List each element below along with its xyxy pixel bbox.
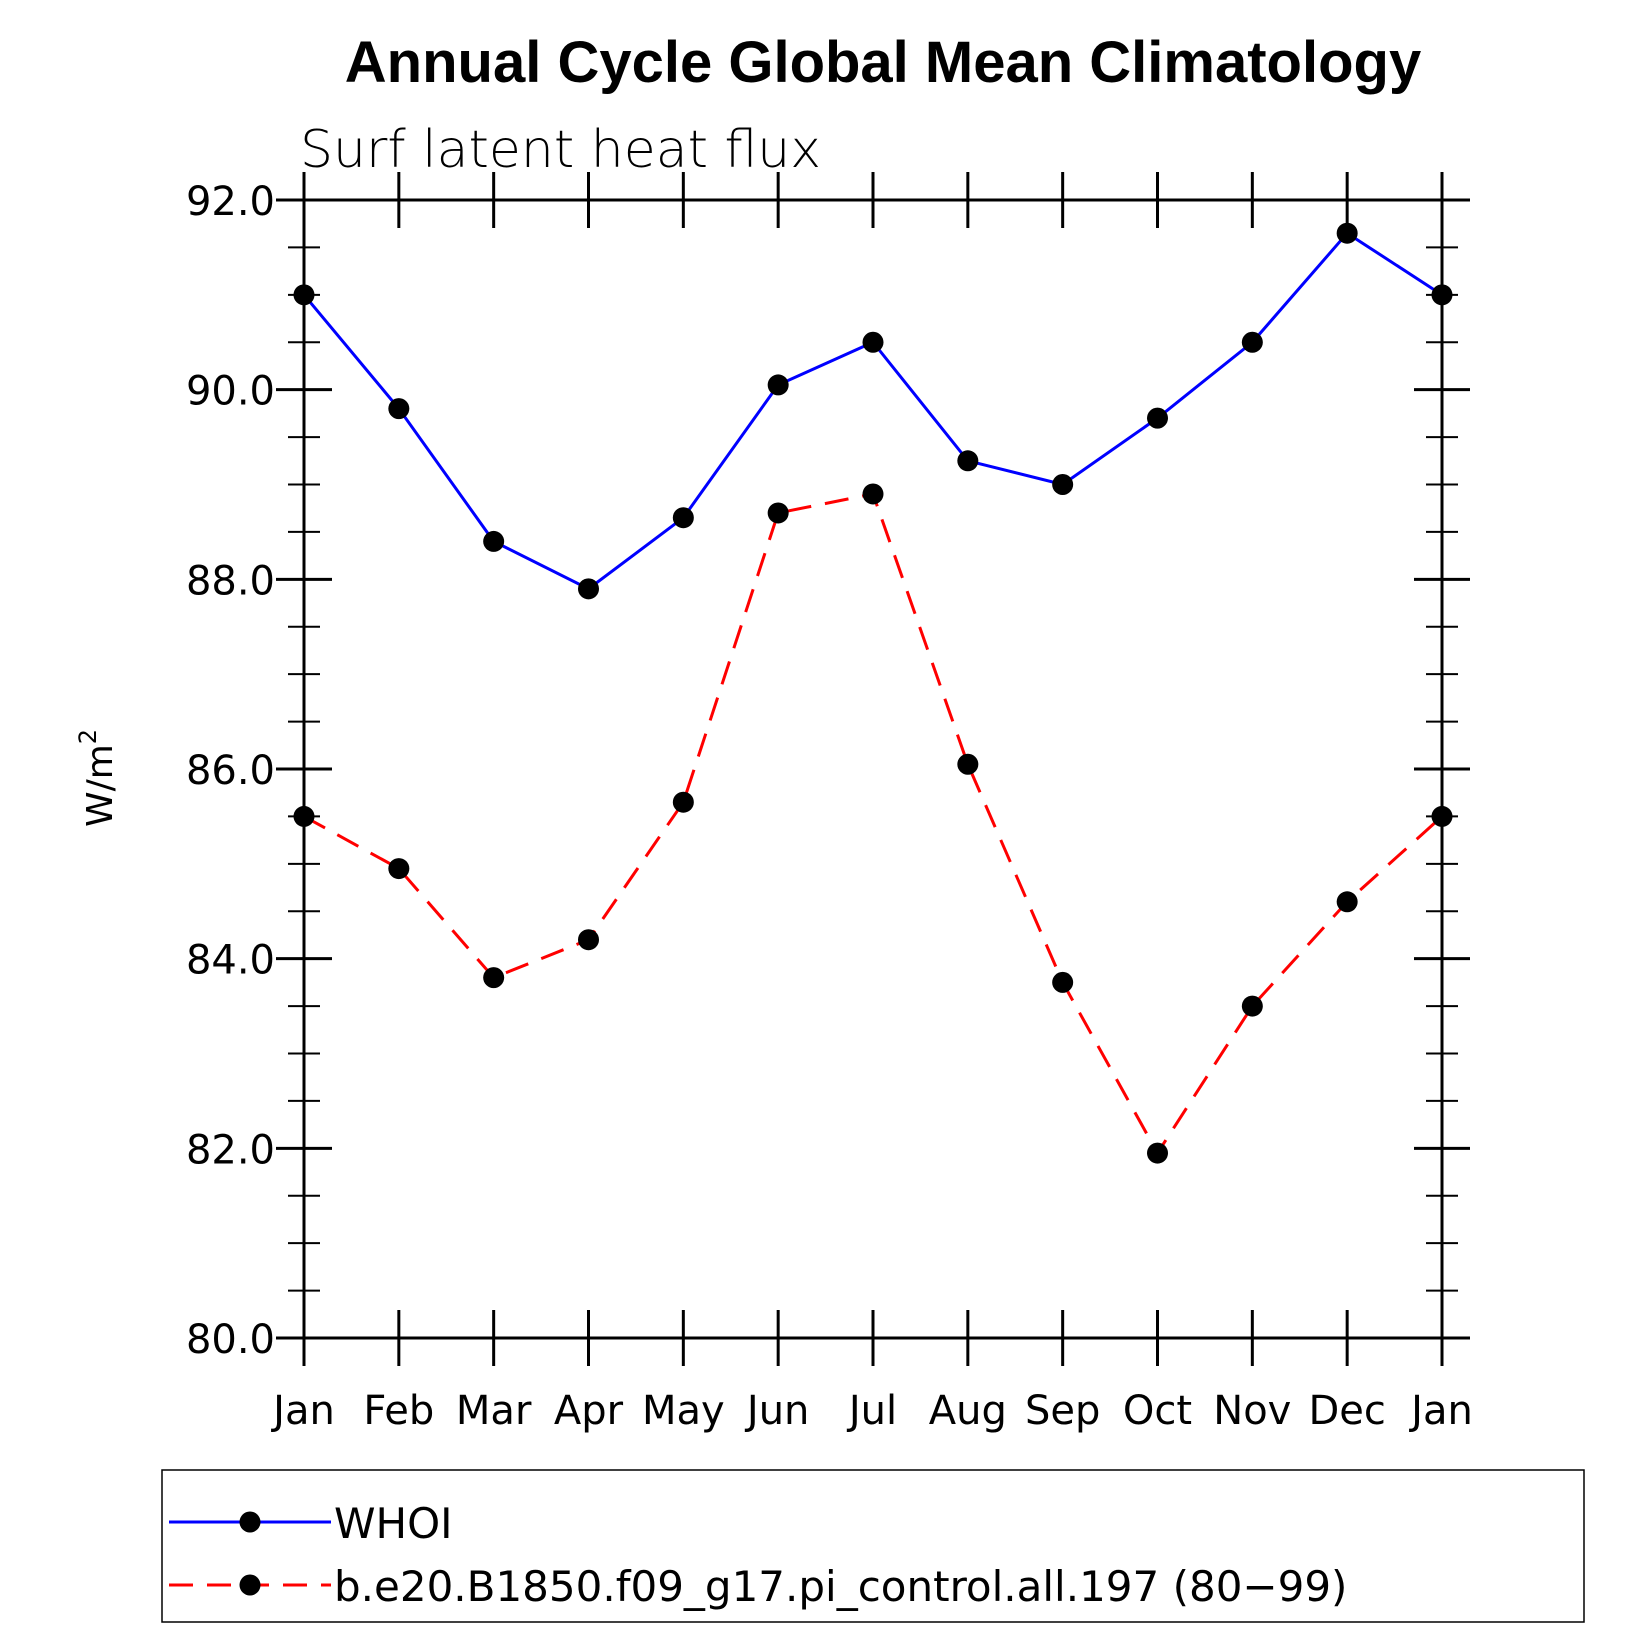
chart-title: Annual Cycle Global Mean Climatology xyxy=(345,30,1421,95)
x-tick-label: Jan xyxy=(270,1388,335,1434)
x-tick-label: May xyxy=(642,1388,725,1434)
series-2-point xyxy=(1336,891,1358,913)
x-tick-label: Dec xyxy=(1308,1388,1385,1434)
y-tick-label: 88.0 xyxy=(186,558,275,604)
y-axis-label-base: W/m xyxy=(80,744,121,827)
x-tick-label: Mar xyxy=(456,1388,532,1434)
y-tick-label: 86.0 xyxy=(186,748,275,794)
chart-subtitle: Surf latent heat flux xyxy=(300,120,821,180)
series-2-point xyxy=(1052,971,1074,993)
series-1-point xyxy=(578,578,599,600)
y-tick-label: 92.0 xyxy=(186,179,275,225)
series-2-point xyxy=(862,483,884,505)
series-2-point xyxy=(1241,995,1263,1017)
series-1-point xyxy=(672,507,694,529)
series-2-point xyxy=(293,805,315,827)
series-line-1 xyxy=(302,231,1443,591)
series-2-point xyxy=(767,502,789,524)
x-tick-label: Sep xyxy=(1025,1388,1100,1434)
svg-text:W/m2: W/m2 xyxy=(74,729,121,827)
legend-marker-2 xyxy=(239,1574,261,1596)
series-line-2 xyxy=(303,492,1444,1156)
series-1-point xyxy=(957,450,979,472)
legend: WHOI b.e20.B1850.f09_g17.pi_control.all.1… xyxy=(161,1469,1585,1623)
x-tick-label: Nov xyxy=(1213,1388,1291,1434)
y-tick-label: 84.0 xyxy=(186,938,275,984)
series-2-point xyxy=(1431,805,1453,827)
legend-box xyxy=(161,1469,1585,1623)
y-axis-label-superscript: 2 xyxy=(74,729,102,744)
y-tick-label: 80.0 xyxy=(186,1317,275,1363)
y-axis-label: W/m2 xyxy=(74,729,121,827)
y-tick-label: 90.0 xyxy=(186,369,275,415)
legend-label-1: WHOI xyxy=(334,1499,453,1548)
x-tick-label: Aug xyxy=(929,1388,1007,1434)
series-2-point xyxy=(672,791,694,813)
x-tick-label: Jan xyxy=(1408,1388,1473,1434)
x-tick-label: Apr xyxy=(554,1388,624,1434)
x-tick-label: Jul xyxy=(846,1388,897,1434)
axis-tick-labels: Jan Feb Mar Apr May Jun Jul Aug Sep Oct Nov Dec Jan 8… xyxy=(186,179,1473,1434)
series-1-point xyxy=(862,331,884,353)
series-1-point xyxy=(388,398,410,420)
series-2-point xyxy=(483,967,505,989)
y-tick-label: 82.0 xyxy=(186,1127,275,1173)
series-1-point xyxy=(1431,284,1453,306)
series-2-point xyxy=(957,753,979,775)
x-tick-label: Feb xyxy=(363,1388,434,1434)
series-lines xyxy=(302,231,1444,1156)
series-1-point xyxy=(1336,222,1358,244)
x-tick-label: Oct xyxy=(1123,1388,1192,1434)
series-markers xyxy=(293,222,1453,1164)
series-2-point xyxy=(388,858,410,880)
series-1-point xyxy=(483,530,505,552)
plot-frame xyxy=(302,198,1444,1340)
legend-label-2: b.e20.B1850.f09_g17.pi_control.all.197 (… xyxy=(334,1562,1347,1611)
series-1-point xyxy=(1147,407,1168,429)
axis-ticks xyxy=(276,172,1470,1366)
series-1-point xyxy=(1052,474,1074,495)
series-1-point xyxy=(1241,331,1263,353)
x-tick-label: Jun xyxy=(744,1388,810,1434)
series-2-point xyxy=(1147,1142,1168,1164)
series-1-point xyxy=(767,374,789,396)
series-1-point xyxy=(293,284,315,306)
legend-marker-1 xyxy=(239,1511,261,1533)
series-2-point xyxy=(578,929,599,951)
